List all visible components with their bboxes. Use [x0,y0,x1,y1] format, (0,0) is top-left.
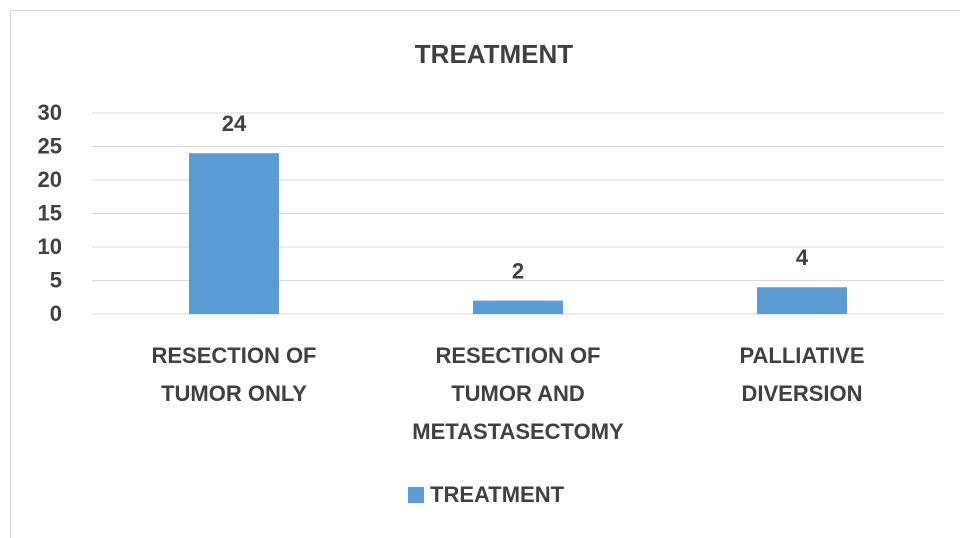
x-tick-label: RESECTION OF TUMOR AND METASTASECTOMY [412,343,624,444]
data-label: 2 [512,258,524,283]
y-tick-label: 20 [38,167,62,192]
bar [757,287,847,314]
legend-label: TREATMENT [430,482,565,507]
bar [473,300,563,314]
data-label: 4 [796,245,809,270]
data-label: 24 [222,111,247,136]
chart-frame [10,10,960,538]
y-tick-label: 15 [38,200,62,225]
y-tick-label: 25 [38,133,62,158]
y-tick-label: 30 [38,100,62,125]
x-tick-label: PALLIATIVE DIVERSION [739,343,865,406]
y-tick-label: 0 [50,301,62,326]
legend-swatch [408,487,424,503]
y-tick-label: 10 [38,234,62,259]
chart-title: TREATMENT [415,39,574,69]
y-tick-label: 5 [50,267,62,292]
x-tick-label: RESECTION OF TUMOR ONLY [151,343,317,406]
bar [189,153,279,314]
